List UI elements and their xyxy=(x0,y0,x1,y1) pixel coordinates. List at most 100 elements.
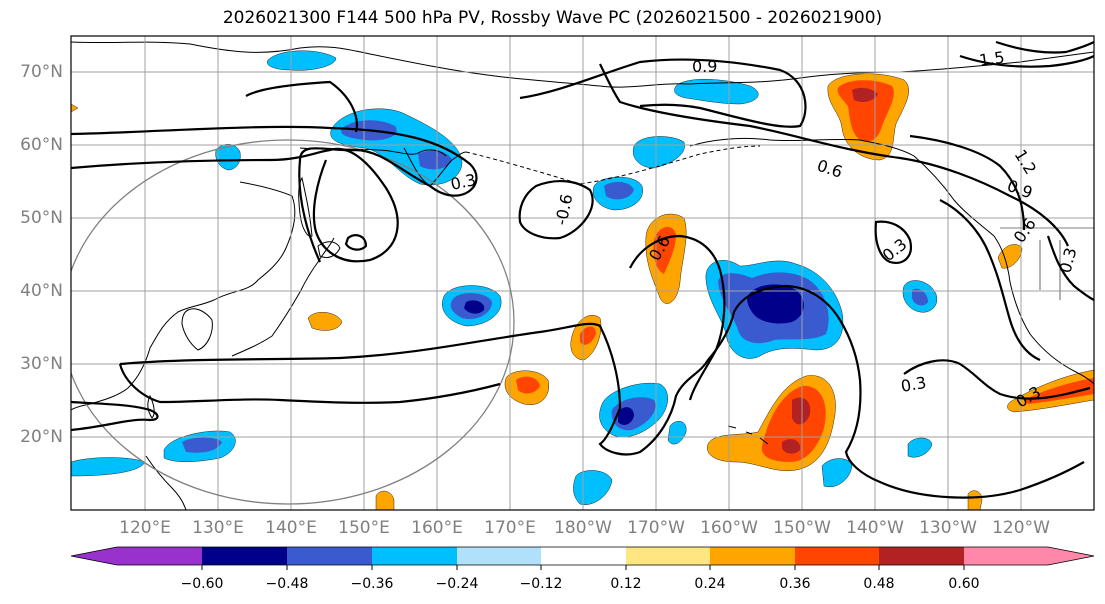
contour-line xyxy=(629,234,726,401)
contour-line xyxy=(903,359,1091,400)
colorbar-extend-min xyxy=(71,547,117,565)
pv-anomaly-positive xyxy=(761,385,826,462)
contour-line xyxy=(119,284,1085,499)
pv-anomaly-negative xyxy=(907,437,933,458)
lat-label-30n: 30°N xyxy=(20,354,63,374)
contour-line xyxy=(518,180,594,240)
contour-line xyxy=(118,363,501,404)
colorbar-segment xyxy=(202,547,287,565)
colorbar-segment xyxy=(964,547,1048,565)
lon-label-170w: 170°W xyxy=(627,518,685,538)
colorbar-segment xyxy=(117,547,202,565)
pv-anomaly-positive xyxy=(852,87,878,102)
map-title: 2026021300 F144 500 hPa PV, Rossby Wave … xyxy=(222,8,883,28)
lat-label-60n: 60°N xyxy=(20,135,63,155)
pv-anomaly-negative xyxy=(418,150,452,170)
coastline-hokkaido xyxy=(317,241,341,259)
colorbar-segment xyxy=(879,547,964,565)
lon-label-120w: 120°W xyxy=(992,518,1050,538)
lon-label-130w: 130°W xyxy=(919,518,977,538)
colorbar-segment xyxy=(795,547,879,565)
lon-label-140w: 140°W xyxy=(846,518,904,538)
coastline-aleutians xyxy=(465,145,761,185)
coastline-alaska-south xyxy=(689,137,1094,385)
colorbar-segment xyxy=(541,547,626,565)
colorbar xyxy=(70,546,1095,570)
colorbar-tick-label: 0.36 xyxy=(779,576,811,592)
pv-anomaly-positive xyxy=(782,439,801,454)
lon-label-160w: 160°W xyxy=(700,518,758,538)
pv-anomaly-positive xyxy=(997,244,1023,269)
colorbar-tick-label: −0.12 xyxy=(519,576,563,592)
coastline-korea xyxy=(181,308,213,351)
coastline-philippines xyxy=(145,455,187,510)
lon-label-130e: 130°E xyxy=(192,518,244,538)
colorbar-tick-label: −0.24 xyxy=(435,576,479,592)
pv-anomaly-negative xyxy=(464,300,485,314)
colorbar-tick-label: 0.60 xyxy=(948,576,980,592)
pv-anomaly-positive xyxy=(516,376,540,394)
contour-label: 0.3 xyxy=(899,373,927,396)
map-area: 0.9 0.6 0.3 -0.6 0.6 0.9 0.6 0.3 0.3 0.3… xyxy=(71,36,1094,510)
lon-label-150e: 150°E xyxy=(338,518,390,538)
pv-anomaly-positive xyxy=(837,80,894,142)
contour-label: 0.3 xyxy=(449,170,478,194)
colorbar-extend-max xyxy=(1048,547,1094,565)
pv-anomaly-positive xyxy=(580,326,596,345)
colorbar-outline xyxy=(70,546,1095,566)
rossby-pc-contours xyxy=(71,40,1094,499)
lon-label-140e: 140°E xyxy=(265,518,317,538)
pv-anomaly-positive xyxy=(653,226,676,274)
coastline-east-asia xyxy=(71,181,296,411)
contour-line xyxy=(71,125,478,263)
pv-anomaly-negative xyxy=(604,181,634,200)
colorbar-tick-label: 0.24 xyxy=(694,576,726,592)
contour-label: 0.9 xyxy=(692,57,717,76)
colorbar-ticks xyxy=(201,565,965,570)
coastline-north-asia xyxy=(71,41,691,88)
contour-line xyxy=(1046,235,1094,301)
colorbar-tick-label: −0.36 xyxy=(350,576,394,592)
pv-anomaly-negative xyxy=(912,288,928,306)
colorbar-tick-label: 0.48 xyxy=(863,576,895,592)
contour-line xyxy=(995,40,1094,54)
contour-line xyxy=(344,234,368,251)
pv-anomaly-negative xyxy=(182,437,222,453)
coastline-taiwan xyxy=(147,394,155,419)
colorbar-tick-label: 0.12 xyxy=(610,576,642,592)
contour-label: 1.5 xyxy=(978,48,1006,70)
pv-anomaly-negative xyxy=(618,407,634,425)
coastline-kamchatka xyxy=(403,147,467,187)
lon-label-170e: 170°E xyxy=(484,518,536,538)
contour-line xyxy=(245,80,358,133)
pv-anomaly-positive xyxy=(792,397,811,425)
colorbar-segment xyxy=(287,547,372,565)
contour-line xyxy=(519,58,807,128)
contour-line xyxy=(71,400,159,432)
colorbar-segment xyxy=(710,547,795,565)
contour-line xyxy=(909,134,1026,231)
pv-anomaly-positive xyxy=(307,312,343,331)
lon-label-180w: 180°W xyxy=(554,518,612,538)
colorbar-segment xyxy=(626,547,710,565)
lat-label-70n: 70°N xyxy=(20,62,63,82)
colorbar-tick-label: −0.48 xyxy=(265,576,309,592)
lon-label-150w: 150°W xyxy=(773,518,831,538)
coastline-sakhalin xyxy=(298,176,313,237)
contour-line xyxy=(959,54,1094,68)
contour-line xyxy=(71,147,399,263)
lat-label-50n: 50°N xyxy=(20,208,63,228)
contour-line xyxy=(939,199,1041,362)
pv-anomaly-negative xyxy=(674,79,759,105)
pv-anomaly-negative xyxy=(747,284,804,324)
pv-anomaly-negative xyxy=(632,136,685,169)
pv-anomaly-positive xyxy=(967,490,983,510)
pv-anomaly-negative xyxy=(667,421,687,445)
pv-anomaly-negative xyxy=(267,50,337,71)
pv-anomaly-negative xyxy=(821,458,853,488)
pv-anomaly-positive xyxy=(375,490,395,510)
colorbar-segment xyxy=(372,547,457,565)
graticule xyxy=(71,36,1094,510)
map-frame xyxy=(70,35,1095,511)
